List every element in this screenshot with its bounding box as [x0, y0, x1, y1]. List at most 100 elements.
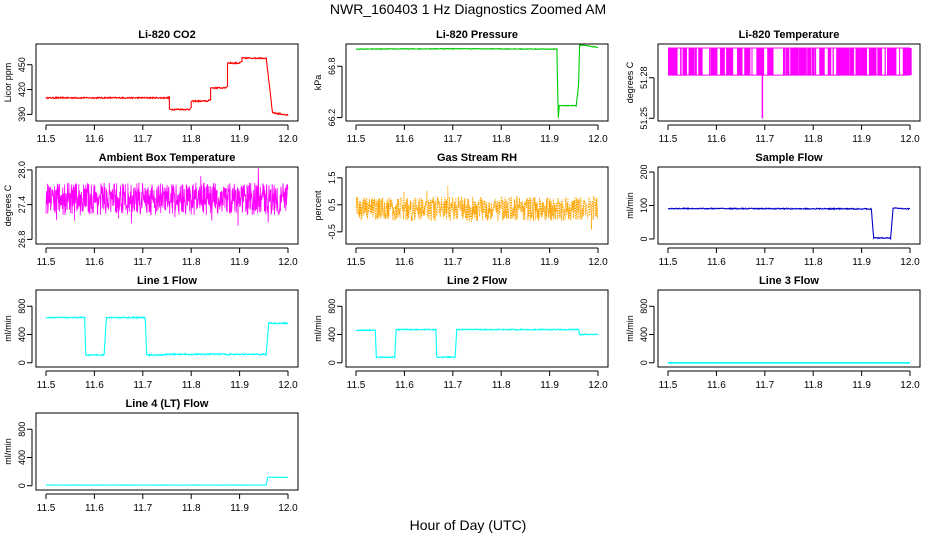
y-tick-label: 0	[639, 360, 649, 365]
series-band	[822, 48, 825, 76]
series-band	[709, 48, 711, 76]
y-tick-label: 800	[17, 299, 27, 314]
y-axis-label: degrees C	[625, 61, 635, 103]
panel-data	[668, 47, 912, 119]
series-line	[45, 315, 289, 357]
series-band	[740, 48, 743, 76]
x-tick-label: 12.0	[900, 380, 920, 391]
series-band	[902, 48, 905, 76]
panel-frame	[657, 43, 921, 122]
series-band	[857, 48, 861, 76]
panel-frame	[35, 289, 299, 368]
y-axis-label: degrees C	[3, 184, 13, 226]
panel-frame	[35, 43, 299, 122]
series-band	[723, 48, 725, 76]
y-tick-label: 200	[639, 165, 649, 180]
series-band	[850, 48, 854, 76]
y-axis-label: ml/min	[625, 192, 635, 219]
x-tick-label: 11.5	[659, 257, 678, 268]
x-tick-label: 11.9	[852, 257, 871, 268]
x-tick-label: 11.8	[492, 257, 511, 268]
series-line	[45, 476, 289, 486]
y-axis: 0 400 800 ml/min	[625, 299, 655, 365]
series-band	[819, 48, 824, 76]
y-axis: -0.5 0.5 1.5 percent	[313, 172, 343, 240]
panel-frame	[345, 166, 609, 245]
x-tick-label: 12.0	[588, 257, 608, 268]
series-band	[837, 48, 840, 76]
panel-frame	[345, 289, 609, 368]
series-band	[828, 48, 831, 76]
panel-5: Sample Flow 11.5 11.6 11.7 11.8 11.9 12.0 0 100 2…	[625, 152, 921, 268]
x-tick-label: 11.5	[347, 380, 366, 391]
y-tick-label: 800	[327, 299, 337, 314]
series-band	[712, 48, 717, 76]
x-tick-label: 11.9	[540, 134, 559, 145]
series-line	[355, 327, 599, 359]
panel-4: Gas Stream RH 11.5 11.6 11.7 11.8 11.9 12.0 -0.…	[313, 152, 609, 268]
series-band	[853, 48, 855, 76]
panel-title: Line 3 Flow	[759, 275, 819, 287]
x-tick-label: 11.7	[443, 257, 462, 268]
series-band	[756, 48, 760, 76]
y-tick-label: 100	[639, 198, 649, 213]
series-band	[807, 48, 812, 76]
x-tick-label: 11.5	[347, 257, 366, 268]
panel-frame	[345, 43, 609, 122]
series-band	[811, 48, 815, 76]
series-band	[769, 48, 773, 76]
series-band	[906, 48, 908, 76]
x-tick-label: 11.9	[852, 134, 871, 145]
x-tick-label: 11.7	[133, 257, 152, 268]
y-tick-label: 0	[327, 360, 337, 365]
panel-0: Li-820 CO2 11.5 11.6 11.7 11.8 11.9 12.0 390 420…	[3, 29, 299, 145]
series-band	[878, 48, 883, 76]
x-tick-label: 12.0	[900, 134, 920, 145]
x-tick-label: 12.0	[278, 257, 298, 268]
x-tick-label: 12.0	[278, 134, 298, 145]
x-tick-label: 11.6	[85, 257, 104, 268]
y-axis-label: Licor ppm	[3, 63, 13, 103]
x-tick-label: 11.9	[230, 380, 249, 391]
y-tick-label: 66.8	[327, 57, 337, 75]
series-band	[751, 48, 753, 76]
series-band	[671, 48, 675, 76]
y-axis: 66.2 66.8 kPa	[313, 57, 343, 126]
x-tick-label: 11.7	[755, 380, 774, 391]
series-band	[795, 48, 799, 76]
x-tick-label: 11.5	[659, 134, 678, 145]
panel-data	[45, 168, 289, 226]
y-axis-label: kPa	[313, 75, 323, 91]
y-axis: 51.25 51.28 degrees C	[625, 61, 655, 130]
y-tick-label: -0.5	[327, 224, 337, 240]
panel-title: Sample Flow	[755, 152, 823, 164]
y-tick-label: 51.28	[639, 67, 649, 90]
x-tick-label: 11.6	[85, 503, 104, 514]
x-tick-label: 11.5	[659, 380, 678, 391]
x-tick-label: 12.0	[588, 380, 608, 391]
y-tick-label: 28.0	[17, 161, 27, 179]
panel-frame	[35, 412, 299, 491]
series-band	[868, 48, 871, 76]
x-tick-label: 11.8	[492, 380, 511, 391]
series-band	[884, 48, 886, 76]
y-tick-label: 800	[639, 299, 649, 314]
panel-title: Li-820 Temperature	[739, 29, 840, 41]
x-tick-label: 11.6	[707, 134, 726, 145]
panel-data	[667, 207, 911, 241]
x-axis: 11.5 11.6 11.7 11.8 11.9 12.0	[659, 370, 920, 391]
series-band	[803, 48, 806, 76]
y-tick-label: 27.4	[17, 196, 27, 214]
series-line	[355, 185, 599, 230]
x-tick-label: 11.6	[707, 380, 726, 391]
x-tick-label: 11.9	[852, 380, 871, 391]
y-axis-label: percent	[313, 190, 323, 221]
y-axis: 0 100 200 ml/min	[625, 165, 655, 241]
series-band	[838, 48, 844, 76]
x-tick-label: 11.8	[182, 380, 201, 391]
series-band	[716, 48, 718, 76]
x-tick-label: 11.6	[395, 257, 414, 268]
x-tick-label: 11.7	[133, 503, 152, 514]
